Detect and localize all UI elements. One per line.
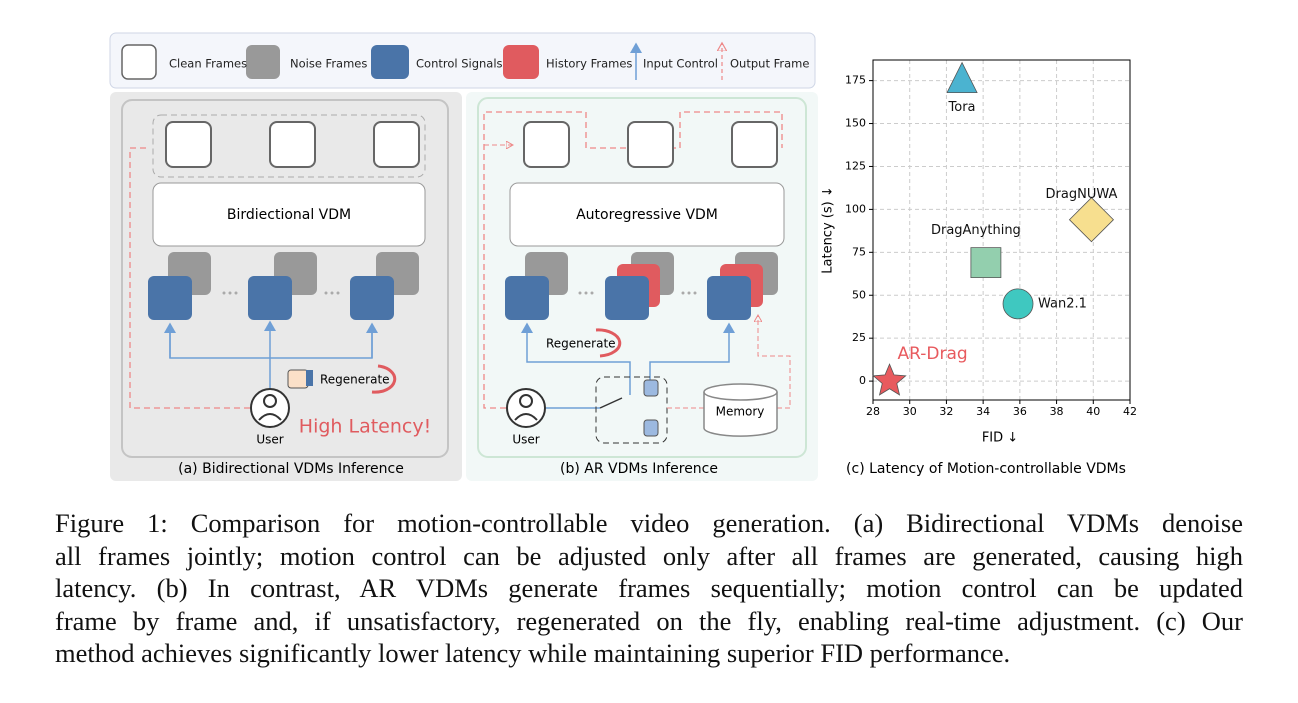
y-tick-label: 125 <box>845 159 866 172</box>
y-tick-label: 25 <box>852 331 866 344</box>
x-tick-label: 40 <box>1086 405 1100 418</box>
x-tick-label: 28 <box>866 405 880 418</box>
memory-label: Memory <box>716 405 765 419</box>
x-tick-label: 38 <box>1050 405 1064 418</box>
data-point <box>946 61 978 94</box>
caption-line: latency. (b) In contrast, AR VDMs genera… <box>55 573 1243 603</box>
x-axis-label: FID ↓ <box>982 431 1018 446</box>
y-axis-label: Latency (s) ↓ <box>821 186 836 273</box>
y-tick-label: 0 <box>859 374 866 387</box>
action-label: Regenerate <box>320 373 390 387</box>
legend: Clean Frames Noise Frames Control Signal… <box>109 32 816 89</box>
y-tick-label: 75 <box>852 245 866 258</box>
panel-b: Autoregressive VDM Memory User Regenerat… <box>466 92 818 481</box>
user-label: User <box>512 433 539 447</box>
point-label: DragAnything <box>931 223 1021 238</box>
x-tick-label: 36 <box>1013 405 1027 418</box>
point-label: Wan2.1 <box>1038 296 1087 311</box>
caption-line: all frames jointly; motion control can b… <box>55 540 1243 571</box>
legend-label: Noise Frames <box>290 57 367 71</box>
legend-label: History Frames <box>546 57 632 71</box>
data-point <box>1068 197 1115 243</box>
x-tick-label: 32 <box>939 405 953 418</box>
panel-caption: (a) Bidirectional VDMs Inference <box>178 461 404 477</box>
model-label: Birdiectional VDM <box>227 207 351 223</box>
y-tick-label: 175 <box>845 74 866 87</box>
model-label: Autoregressive VDM <box>576 207 718 223</box>
caption-line: method achieves significantly lower late… <box>55 638 1011 668</box>
legend-label: Output Frame <box>730 57 809 71</box>
y-tick-label: 100 <box>845 202 866 215</box>
y-tick-label: 150 <box>845 117 866 130</box>
warning-label: High Latency! <box>299 416 431 438</box>
x-tick-label: 34 <box>976 405 990 418</box>
x-tick-label: 42 <box>1123 405 1137 418</box>
y-tick-label: 50 <box>852 288 866 301</box>
legend-label: Clean Frames <box>169 57 247 71</box>
data-point <box>1002 288 1034 320</box>
point-label: Tora <box>948 100 976 115</box>
data-point <box>970 247 1002 279</box>
chart-caption: (c) Latency of Motion-controllable VDMs <box>846 461 1126 477</box>
legend-label: Input Control <box>643 57 718 71</box>
user-label: User <box>256 433 283 447</box>
panel-a: Birdiectional VDM User Regenerate High L… <box>110 92 462 481</box>
point-label: DragNUWA <box>1046 187 1118 202</box>
point-label: AR-Drag <box>898 344 968 364</box>
action-label: Regenerate <box>546 337 616 351</box>
data-point <box>872 363 907 396</box>
x-tick-label: 30 <box>903 405 917 418</box>
figure: Clean Frames Noise Frames Control Signal… <box>109 32 1137 481</box>
legend-label: Control Signals <box>416 57 503 71</box>
caption-line: Figure 1: Comparison for motion-controll… <box>55 508 1243 538</box>
scatter-chart: Latency (s) ↓ FID ↓ (c) Latency of Motio… <box>821 59 1137 477</box>
panel-caption: (b) AR VDMs Inference <box>560 461 718 477</box>
caption-line: frame by frame and, if unsatisfactory, r… <box>55 605 1243 636</box>
axes-frame <box>872 59 1131 401</box>
